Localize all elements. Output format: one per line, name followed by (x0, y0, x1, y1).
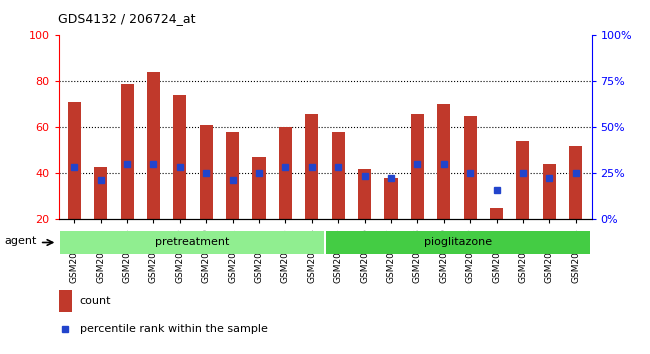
Bar (147, 72, 160, 219)
Bar (516, 141, 530, 219)
Bar (326, 232, 590, 253)
Text: percentile rank within the sample: percentile rank within the sample (80, 324, 268, 335)
Bar (411, 114, 424, 219)
Bar (358, 169, 371, 219)
Bar (384, 178, 398, 219)
Bar (174, 95, 187, 219)
Text: GDS4132 / 206724_at: GDS4132 / 206724_at (58, 12, 196, 25)
Bar (279, 127, 292, 219)
Text: pretreatment: pretreatment (155, 238, 229, 247)
Bar (226, 132, 239, 219)
Bar (60, 232, 324, 253)
Bar (437, 104, 450, 219)
Bar (252, 157, 266, 219)
Bar (543, 164, 556, 219)
Bar (200, 125, 213, 219)
Bar (569, 146, 582, 219)
Bar (58, 290, 72, 312)
Bar (490, 208, 503, 219)
Text: count: count (80, 296, 111, 306)
Bar (68, 102, 81, 219)
Bar (332, 132, 344, 219)
Text: agent: agent (5, 236, 37, 246)
Bar (306, 114, 318, 219)
Text: pioglitazone: pioglitazone (424, 238, 492, 247)
Bar (463, 116, 476, 219)
Bar (94, 166, 107, 219)
Bar (120, 84, 134, 219)
